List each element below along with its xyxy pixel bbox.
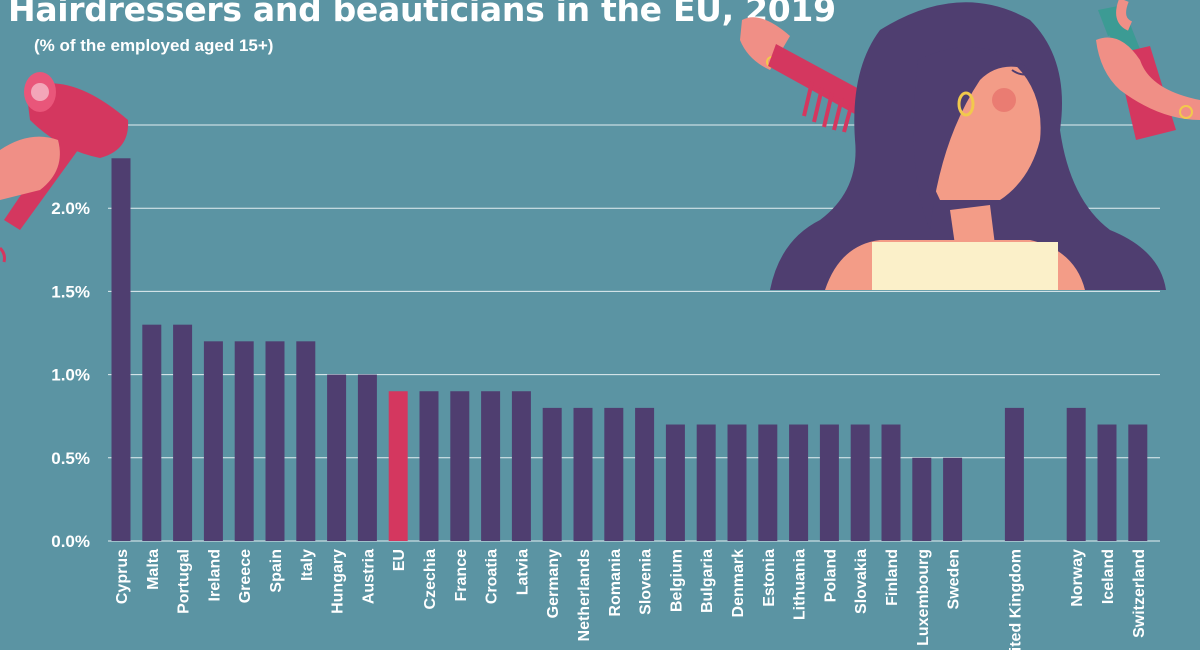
bar-poland (819, 424, 839, 541)
bar-sweden (943, 457, 963, 541)
bar-lithuania (789, 424, 809, 541)
comb-icon (740, 17, 872, 133)
bar-ireland (203, 341, 223, 541)
bar-slovakia (850, 424, 870, 541)
x-tick-label: Germany (545, 549, 562, 618)
bar-netherlands (573, 407, 593, 541)
bar-latvia (511, 391, 531, 541)
bar-malta (142, 324, 162, 541)
bar-estonia (758, 424, 778, 541)
bar-spain (265, 341, 285, 541)
x-tick-label: Sweden (946, 549, 963, 609)
bar-bulgaria (696, 424, 716, 541)
x-tick-label: Ireland (206, 549, 223, 601)
x-tick-label: Greece (237, 549, 254, 603)
y-tick-label: 0.5% (51, 449, 90, 468)
y-tick-label: 0.0% (51, 532, 90, 551)
bar-romania (604, 407, 624, 541)
x-tick-label: Malta (145, 549, 162, 590)
chart-subtitle: (% of the employed aged 15+) (34, 36, 274, 55)
bar-italy (296, 341, 316, 541)
x-tick-label: Estonia (761, 549, 778, 607)
y-tick-label: 1.0% (51, 366, 90, 385)
x-tick-label: Czechia (422, 549, 439, 610)
bars (111, 158, 1148, 541)
bar-iceland (1097, 424, 1117, 541)
x-tick-label: Slovakia (853, 549, 870, 614)
bar-switzerland (1128, 424, 1148, 541)
y-tick-label: 2.0% (51, 199, 90, 218)
x-tick-label: Norway (1069, 549, 1086, 607)
x-tick-label: Poland (822, 549, 839, 602)
x-tick-label: Austria (360, 549, 377, 604)
x-tick-label: Luxembourg (915, 549, 932, 646)
x-tick-label: Netherlands (576, 549, 593, 642)
grid-lines (108, 124, 1160, 542)
x-tick-label: Cyprus (114, 549, 131, 604)
x-tick-label: Croatia (484, 549, 501, 604)
bar-cyprus (111, 158, 131, 541)
x-tick-label: Portugal (176, 549, 193, 614)
x-tick-label: EU (391, 549, 408, 571)
x-tick-label: Lithuania (792, 549, 809, 620)
x-tick-label: France (453, 549, 470, 602)
x-tick-label: Bulgaria (699, 549, 716, 613)
x-tick-label: Belgium (668, 549, 685, 612)
x-tick-label: United Kingdom (1007, 549, 1024, 650)
bar-croatia (481, 391, 501, 541)
x-tick-label: Romania (607, 549, 624, 617)
bar-austria (357, 374, 377, 541)
x-tick-label: Latvia (514, 549, 531, 595)
bar-belgium (665, 424, 685, 541)
woman-portrait-icon (770, 2, 1166, 290)
bar-germany (542, 407, 562, 541)
x-tick-label: Finland (884, 549, 901, 606)
bar-portugal (173, 324, 193, 541)
bar-slovenia (635, 407, 655, 541)
x-tick-label: Hungary (330, 549, 347, 614)
x-tick-label: Switzerland (1131, 549, 1148, 638)
x-tick-label: Denmark (730, 549, 747, 618)
bar-france (450, 391, 470, 541)
bar-luxembourg (912, 457, 932, 541)
bar-united-kingdom (1004, 407, 1024, 541)
y-tick-label: 1.5% (51, 282, 90, 301)
x-tick-label: Italy (299, 549, 316, 581)
spray-bottle-icon (1096, 0, 1200, 140)
bar-czechia (419, 391, 439, 541)
x-axis-labels: Cyprus Malta Portugal Ireland Greece Spain Ita… (114, 549, 1148, 650)
bar-hungary (327, 374, 347, 541)
chart-title: Hairdressers and beauticians in the EU, … (8, 0, 836, 29)
bar-finland (881, 424, 901, 541)
bar-norway (1066, 407, 1086, 541)
x-tick-label: Spain (268, 549, 285, 593)
bar-eu (388, 391, 408, 541)
bar-denmark (727, 424, 747, 541)
hair-dryer-icon (0, 72, 129, 263)
x-tick-label: Iceland (1100, 549, 1117, 604)
x-tick-label: Slovenia (638, 549, 655, 615)
bar-greece (234, 341, 254, 541)
